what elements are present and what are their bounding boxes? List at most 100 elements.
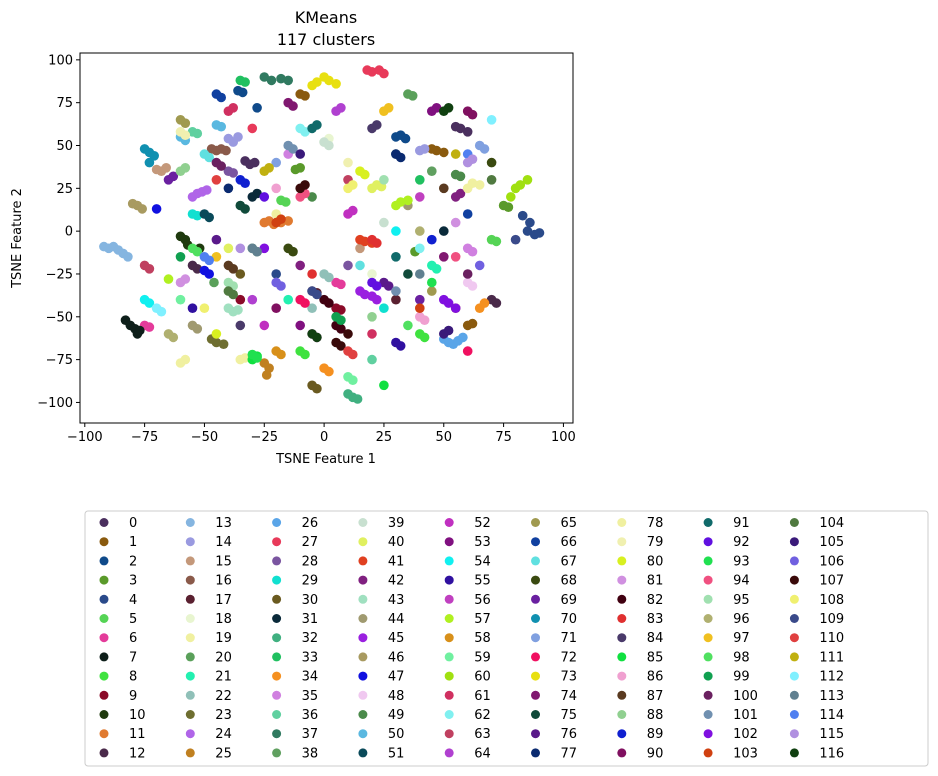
legend-label: 87	[647, 689, 664, 704]
legend-marker	[703, 710, 713, 719]
cluster-107-point	[336, 341, 346, 351]
legend-label: 32	[302, 631, 319, 646]
legend-item-98: 98	[703, 650, 750, 665]
legend-marker	[358, 671, 368, 681]
legend-label: 65	[561, 516, 578, 531]
cluster-2-point	[252, 103, 262, 113]
legend-marker	[617, 729, 627, 739]
cluster-113-point	[252, 246, 262, 257]
legend-label: 86	[647, 670, 664, 685]
legend-item-58: 58	[444, 631, 491, 646]
legend-label: 95	[733, 593, 750, 608]
cluster-4-point	[525, 217, 535, 228]
legend-item-1: 1	[99, 535, 137, 550]
legend-marker	[703, 690, 713, 700]
legend-item-77: 77	[531, 746, 577, 761]
cluster-41-point	[360, 236, 370, 247]
legend-marker	[358, 594, 368, 604]
cluster-59-point	[175, 294, 186, 305]
legend-label: 66	[561, 535, 578, 550]
legend-label: 53	[474, 535, 491, 550]
legend-marker	[444, 633, 454, 643]
cluster-70-point	[149, 151, 159, 161]
legend-item-29: 29	[272, 574, 318, 589]
cluster-69-point	[415, 294, 425, 305]
legend-marker	[789, 614, 799, 623]
legend-label: 85	[647, 650, 664, 665]
chart-title: KMeans	[295, 8, 357, 27]
legend-marker	[531, 556, 540, 566]
legend-label: 14	[215, 535, 232, 550]
legend-item-7: 7	[99, 650, 137, 665]
legend-item-16: 16	[185, 574, 232, 589]
legend-marker	[185, 748, 195, 758]
cluster-8-point	[419, 332, 430, 343]
legend-item-108: 108	[789, 593, 844, 608]
legend-item-87: 87	[617, 689, 663, 704]
legend-marker	[617, 690, 627, 700]
legend-label: 57	[474, 612, 491, 627]
legend-marker	[185, 614, 195, 623]
legend-label: 67	[561, 554, 578, 569]
legend-item-59: 59	[444, 650, 491, 665]
legend-marker	[272, 556, 282, 566]
cluster-83-point	[307, 269, 317, 279]
legend-item-86: 86	[617, 670, 663, 685]
legend-label: 36	[302, 708, 319, 723]
legend-item-13: 13	[185, 516, 232, 531]
legend-marker	[99, 594, 109, 604]
cluster-30-point	[235, 269, 246, 279]
legend-item-57: 57	[444, 612, 491, 627]
legend-marker	[703, 575, 713, 585]
legend-marker	[99, 690, 109, 700]
legend-marker	[272, 748, 282, 758]
legend-item-21: 21	[185, 670, 232, 685]
legend-label: 54	[474, 554, 491, 569]
legend-label: 52	[474, 516, 491, 531]
legend-label: 106	[819, 554, 844, 569]
legend-label: 69	[561, 593, 578, 608]
legend-item-28: 28	[272, 554, 318, 569]
legend-item-0: 0	[99, 516, 137, 531]
legend-label: 98	[733, 650, 750, 665]
cluster-46-point	[137, 204, 147, 214]
cluster-87-point	[439, 183, 449, 194]
legend-item-114: 114	[789, 708, 844, 723]
legend-marker	[703, 652, 713, 662]
x-tick-label: 75	[495, 430, 512, 445]
legend-marker	[99, 652, 109, 662]
legend-label: 6	[129, 631, 137, 646]
cluster-66-point	[216, 92, 226, 103]
legend-label: 94	[733, 574, 750, 589]
legend-label: 22	[215, 689, 232, 704]
cluster-2-point	[237, 87, 248, 98]
legend-item-12: 12	[99, 746, 146, 761]
cluster-3-point	[295, 163, 306, 173]
legend-item-73: 73	[531, 670, 577, 685]
legend-item-38: 38	[272, 746, 318, 761]
cluster-12-point	[491, 298, 502, 308]
legend-item-47: 47	[358, 670, 404, 685]
cluster-108-point	[348, 180, 358, 190]
cluster-113-point	[415, 269, 425, 279]
legend-label: 39	[388, 516, 405, 531]
legend-item-95: 95	[703, 593, 750, 608]
legend-label: 31	[302, 612, 319, 627]
legend-label: 2	[129, 554, 137, 569]
legend-item-80: 80	[617, 554, 663, 569]
cluster-38-point	[427, 166, 437, 176]
legend-marker	[789, 633, 799, 643]
legend-item-43: 43	[358, 593, 404, 608]
cluster-69-point	[168, 171, 179, 182]
cluster-20-point	[209, 277, 219, 288]
legend-item-69: 69	[531, 593, 577, 608]
cluster-15-point	[161, 163, 171, 173]
cluster-103-point	[276, 214, 286, 224]
legend-label: 88	[647, 708, 664, 723]
legend-label: 93	[733, 554, 750, 569]
legend-label: 77	[561, 746, 578, 761]
legend-item-18: 18	[185, 612, 232, 627]
cluster-90-point	[467, 109, 478, 120]
cluster-102-point	[443, 298, 454, 308]
